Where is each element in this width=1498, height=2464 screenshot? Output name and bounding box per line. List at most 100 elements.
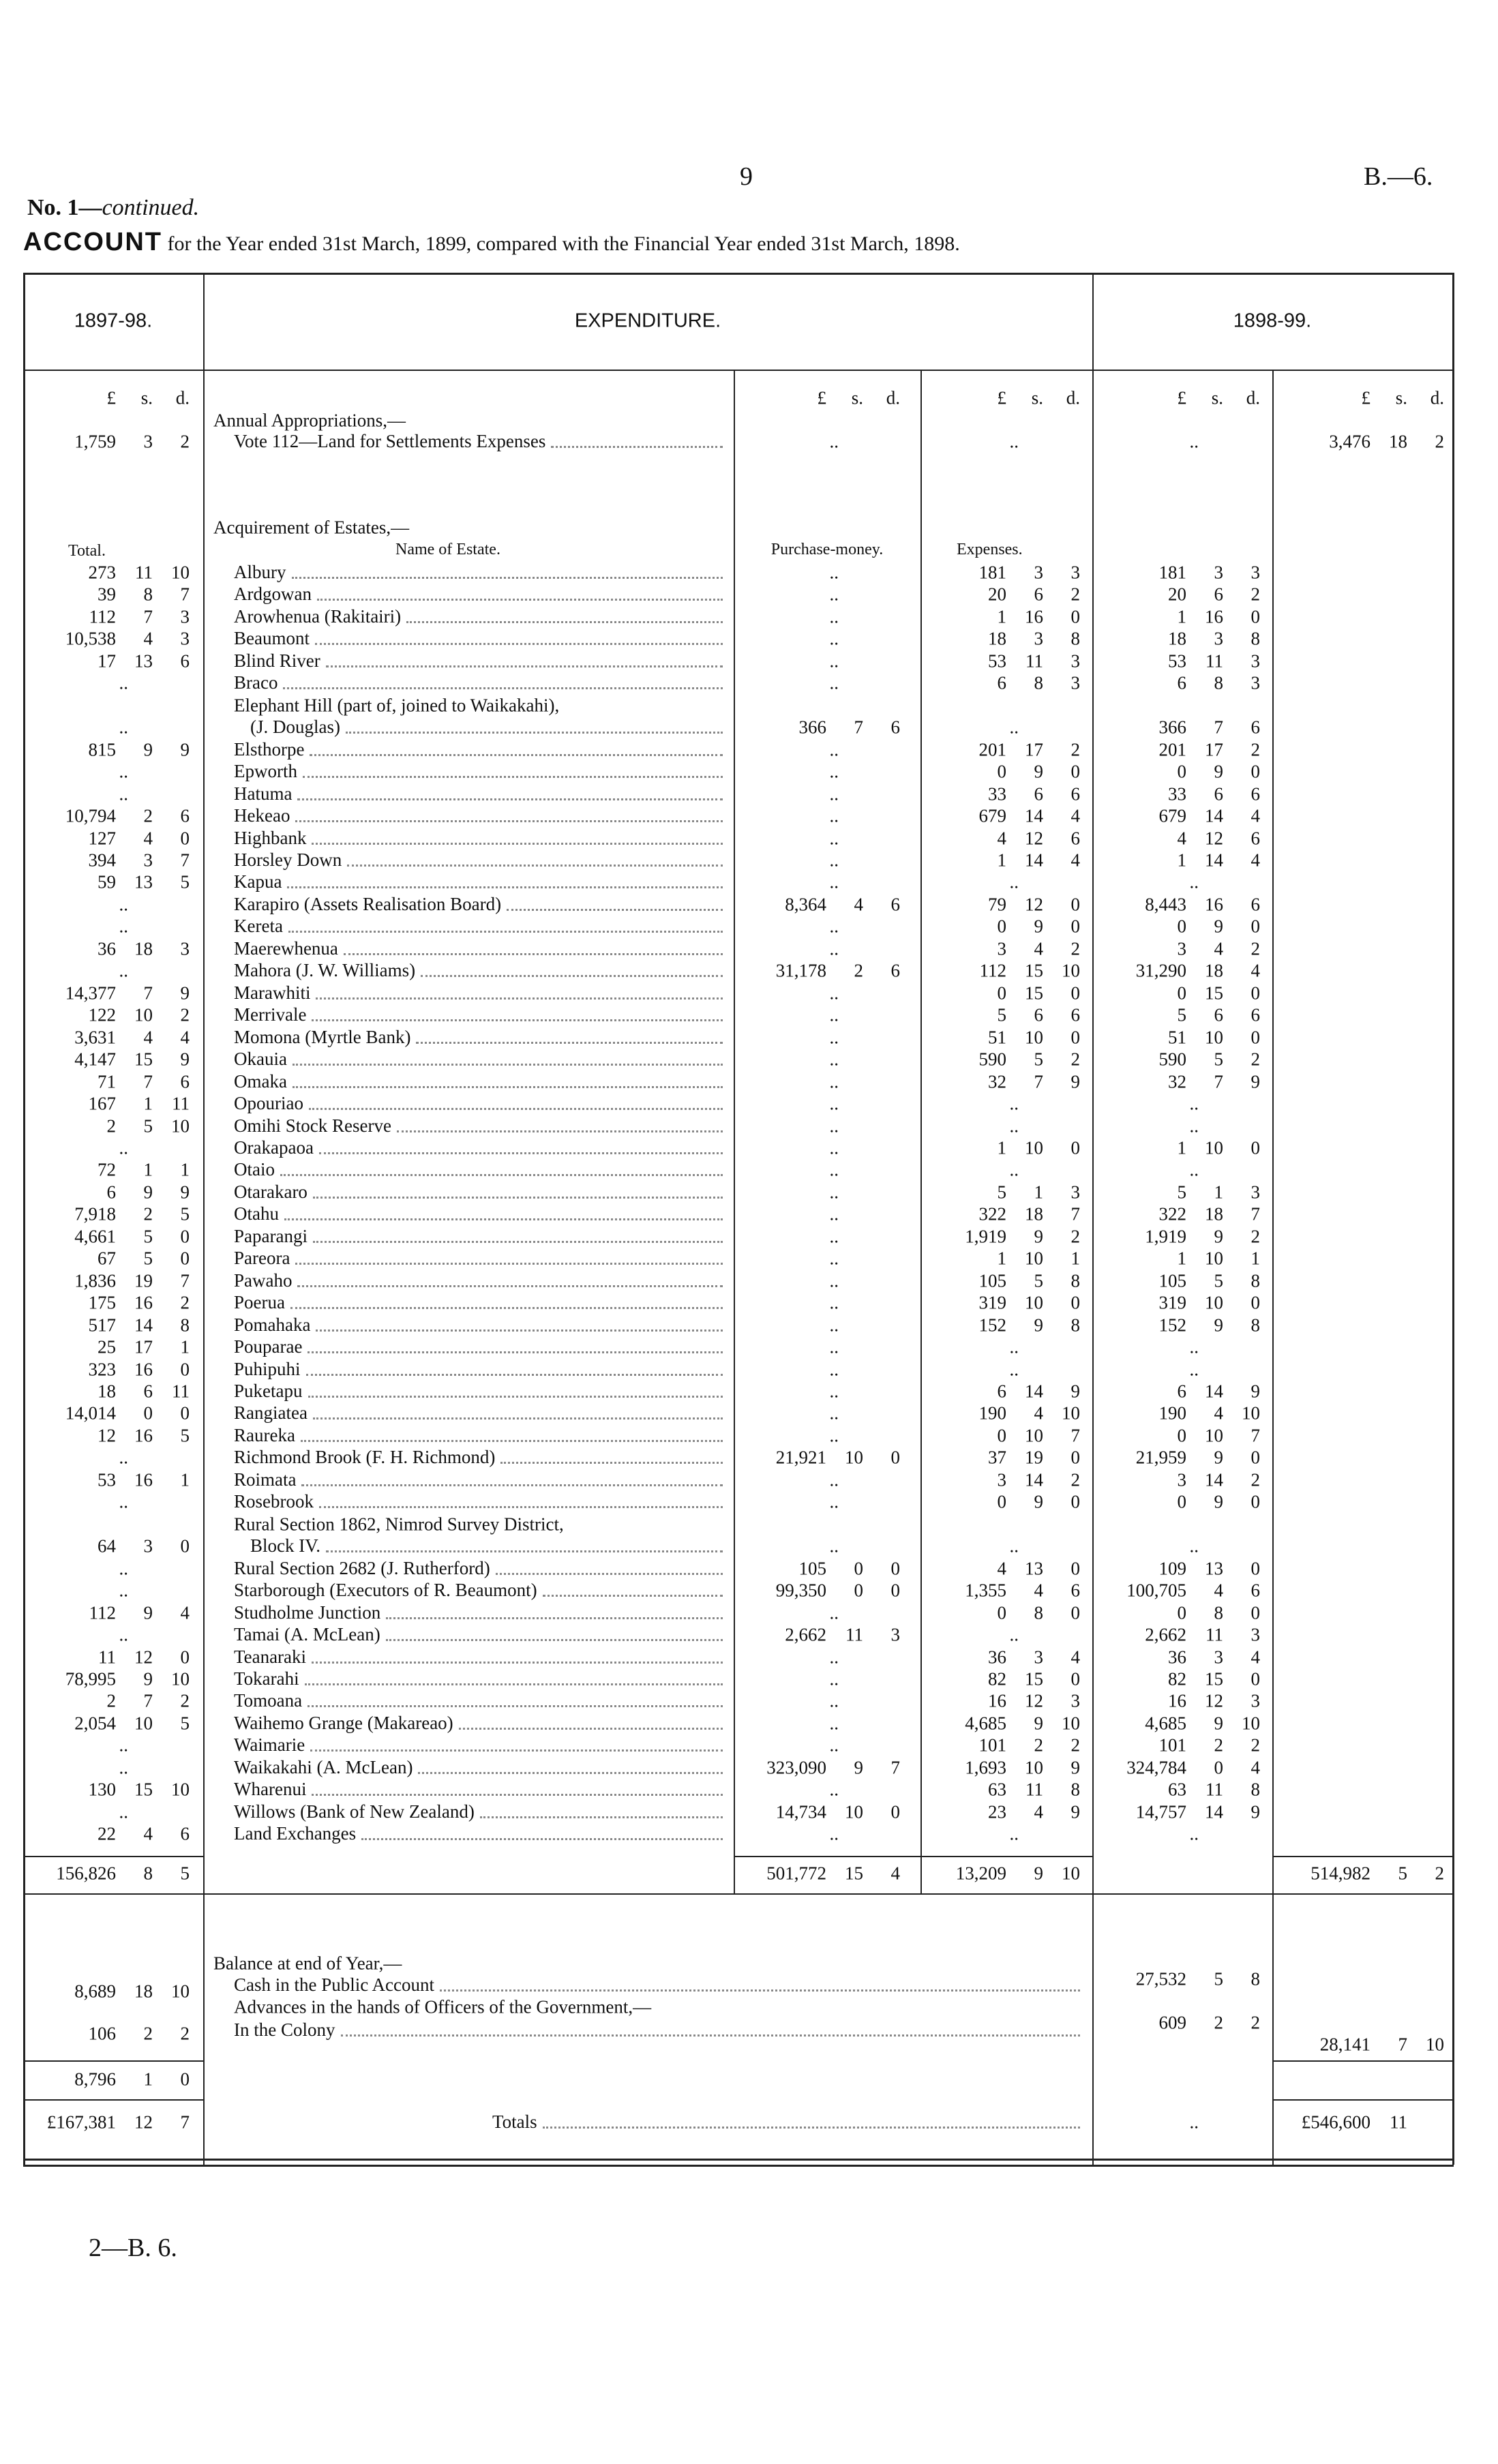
- amount: 15: [134, 1049, 153, 1070]
- amount: 53: [98, 1469, 116, 1490]
- amount: 7: [143, 1071, 153, 1092]
- amount: ..: [1009, 1115, 1019, 1136]
- amount: 0: [1177, 1425, 1187, 1446]
- amount: 11: [1205, 1779, 1223, 1800]
- amount: 322: [1158, 1203, 1187, 1225]
- item-name: Maerewhenua: [234, 937, 338, 959]
- amount: 2: [180, 431, 190, 452]
- amount: 0: [1070, 1027, 1081, 1048]
- amount: 2: [1214, 1734, 1224, 1756]
- amount: ..: [829, 916, 839, 937]
- amount: ..: [829, 1270, 839, 1291]
- amount: 14,014: [65, 1402, 116, 1424]
- amount: ..: [829, 1004, 839, 1025]
- amount: ..: [829, 871, 839, 892]
- amount: ..: [829, 606, 839, 627]
- amount: ..: [829, 783, 839, 805]
- totals-label: Totals: [492, 2112, 537, 2132]
- amount: 9: [1034, 1226, 1044, 1247]
- amount: 0: [1250, 1602, 1261, 1623]
- amount: 181: [1158, 562, 1187, 583]
- amount: ..: [829, 1182, 839, 1203]
- amount: 31,290: [1135, 960, 1186, 981]
- amount: 3: [1034, 562, 1044, 583]
- amount: 10: [1025, 1137, 1043, 1158]
- amount: 4: [180, 1602, 190, 1623]
- amount: ..: [1009, 1093, 1019, 1114]
- amount: 16: [134, 1292, 153, 1313]
- amount: 6: [1250, 1580, 1261, 1601]
- amount: 0: [1070, 916, 1081, 937]
- name-row: Momona (Myrtle Bank): [234, 1027, 727, 1047]
- amount: 8: [1034, 1602, 1044, 1623]
- amount: 1: [180, 1469, 190, 1490]
- amount: 3: [1214, 562, 1224, 583]
- amount: 366: [1158, 717, 1187, 738]
- rule: [1272, 2060, 1452, 2062]
- item-name: Elsthorpe: [234, 738, 305, 760]
- amount: 10: [1025, 1425, 1043, 1446]
- amount: 0: [1177, 1491, 1187, 1512]
- item-name: Kereta: [234, 916, 283, 937]
- name-row: Blind River: [234, 651, 727, 670]
- item-name: Otahu: [234, 1203, 279, 1225]
- item-name-cont: Block IV.: [250, 1535, 321, 1557]
- amount: 7: [1034, 1071, 1044, 1092]
- name-row: Raureka: [234, 1426, 727, 1445]
- amount: 4: [1250, 1757, 1261, 1778]
- amount: 1: [1177, 606, 1187, 627]
- amount: ..: [1189, 1535, 1199, 1557]
- amount: 33: [1168, 783, 1186, 805]
- amount: 3: [1070, 1182, 1081, 1203]
- item-name: Ardgowan: [234, 584, 312, 605]
- amount: 10: [171, 562, 190, 583]
- total-amount: ..: [1189, 2112, 1199, 2133]
- amount: 1: [1070, 1248, 1081, 1269]
- amount: 18: [1025, 1203, 1043, 1225]
- rule: [734, 1856, 1092, 1857]
- rule: [23, 1856, 203, 1857]
- amount: 6: [890, 717, 901, 738]
- amount: 3: [1250, 1690, 1261, 1711]
- amount: 7: [890, 1757, 901, 1778]
- amount: ..: [829, 1203, 839, 1225]
- amount: 8,796: [74, 2069, 116, 2090]
- amount: 0: [890, 1801, 901, 1822]
- name-row: Studholme Junction: [234, 1603, 727, 1622]
- amount: 0: [1070, 1447, 1081, 1468]
- amount: 0: [890, 1580, 901, 1601]
- amount: ..: [829, 1713, 839, 1734]
- continued: continued.: [102, 195, 200, 220]
- amount: ..: [829, 805, 839, 826]
- name-row: Wharenui: [234, 1780, 727, 1799]
- amount: 71: [98, 1071, 116, 1092]
- amount: 10: [1062, 960, 1080, 981]
- amount: 2: [180, 1292, 190, 1313]
- section-heading: Balance at end of Year,—: [213, 1953, 402, 1974]
- amount: 2: [1250, 1049, 1261, 1070]
- item-name: Starborough (Executors of R. Beaumont): [234, 1580, 537, 1601]
- amount: 10: [171, 1668, 190, 1689]
- amount: 0: [997, 1425, 1007, 1446]
- amount: 11: [172, 1093, 190, 1114]
- amount: 590: [978, 1049, 1007, 1070]
- name-row: Pouparae: [234, 1338, 727, 1356]
- name-row: Kapua: [234, 873, 727, 891]
- amount: ..: [1189, 1115, 1199, 1136]
- amount: ..: [829, 1226, 839, 1247]
- amount: 1,355: [965, 1580, 1006, 1601]
- amount: 3: [1070, 1690, 1081, 1711]
- name-row: Paparangi: [234, 1227, 727, 1246]
- name-row: Waihemo Grange (Makareao): [234, 1713, 727, 1732]
- rule: [23, 2159, 1454, 2161]
- amount: 9: [1250, 1071, 1261, 1092]
- item-name: Pawaho: [234, 1269, 293, 1291]
- amount: 51: [988, 1027, 1006, 1048]
- amount: 0: [997, 1602, 1007, 1623]
- amount: 366: [798, 717, 827, 738]
- amount: 14: [1205, 805, 1223, 826]
- amount: 0: [1070, 606, 1081, 627]
- amount: 2: [1070, 1226, 1081, 1247]
- amount: 0: [854, 1580, 864, 1601]
- name-row: Puhipuhi: [234, 1359, 727, 1379]
